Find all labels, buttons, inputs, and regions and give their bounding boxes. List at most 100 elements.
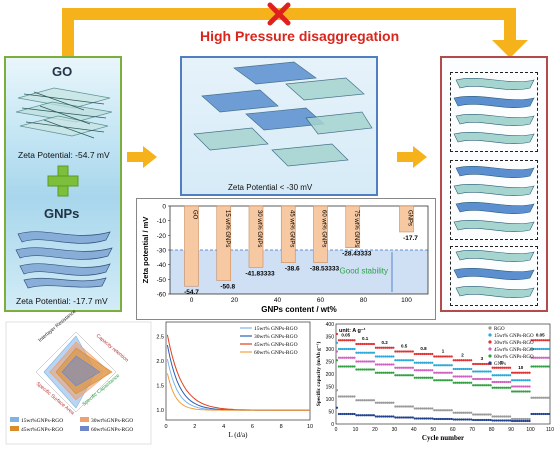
rate-point bbox=[363, 351, 366, 354]
rate-point bbox=[374, 346, 377, 349]
rate-point bbox=[522, 419, 525, 423]
rate-point bbox=[528, 371, 531, 374]
rate-point bbox=[345, 339, 348, 342]
rate-point bbox=[353, 395, 356, 398]
rate-point bbox=[542, 356, 545, 359]
rate-point bbox=[407, 374, 411, 377]
rate-point bbox=[407, 350, 411, 353]
rate-point bbox=[363, 368, 366, 371]
rate-point bbox=[442, 364, 446, 367]
rate-point bbox=[526, 419, 529, 423]
gnps-sheets bbox=[14, 224, 114, 290]
y-tick-label: 100 bbox=[326, 397, 335, 403]
bar-value-label: -28.43333 bbox=[342, 251, 372, 258]
rate-point bbox=[357, 360, 360, 363]
rate-point bbox=[433, 417, 436, 421]
rate-point bbox=[518, 371, 521, 374]
rate-point bbox=[493, 374, 496, 377]
rate-point bbox=[386, 355, 389, 358]
rate-point bbox=[495, 415, 498, 418]
rate-point bbox=[545, 396, 549, 399]
rate-point bbox=[425, 352, 428, 356]
rate-point bbox=[468, 418, 471, 421]
rate-point bbox=[495, 419, 498, 422]
rate-point bbox=[355, 368, 358, 371]
rate-point bbox=[431, 369, 434, 372]
rate-point bbox=[468, 367, 471, 371]
rate-point bbox=[433, 409, 436, 412]
x-tick-label: 100 bbox=[401, 297, 412, 304]
rate-point bbox=[367, 414, 370, 417]
rate-point bbox=[392, 371, 395, 374]
rate-point bbox=[516, 390, 519, 393]
rate-point bbox=[378, 415, 381, 418]
rate-point bbox=[479, 377, 483, 381]
rate-point bbox=[347, 356, 350, 359]
rate-point bbox=[421, 407, 424, 410]
rate-point bbox=[390, 355, 393, 358]
rate-point bbox=[359, 342, 362, 346]
rate-point bbox=[421, 352, 424, 356]
rate-point bbox=[400, 350, 403, 353]
rate-point bbox=[359, 368, 362, 371]
rate-point bbox=[466, 375, 469, 378]
rate-point bbox=[367, 360, 370, 363]
x-axis-title: Cycle number bbox=[422, 434, 464, 442]
rate-point bbox=[524, 371, 527, 374]
y-tick-label: 1.5 bbox=[156, 384, 164, 390]
rate-point bbox=[390, 371, 393, 374]
y-tick-label: 2.5 bbox=[156, 335, 164, 341]
go-label: GO bbox=[52, 64, 73, 79]
rate-point bbox=[343, 395, 346, 398]
rate-point bbox=[487, 377, 490, 381]
rate-point bbox=[440, 364, 444, 367]
rate-point bbox=[425, 376, 428, 379]
rate-point bbox=[505, 366, 508, 369]
rate-point bbox=[367, 399, 370, 402]
rate-point bbox=[365, 368, 368, 371]
rate-point bbox=[526, 379, 529, 382]
rate-point bbox=[514, 385, 518, 388]
y-tick-label: 400 bbox=[326, 322, 335, 328]
rate-point bbox=[446, 417, 449, 421]
rate-point bbox=[466, 411, 469, 414]
rate-point bbox=[351, 347, 354, 351]
rate-point bbox=[452, 381, 455, 384]
rate-point bbox=[429, 361, 432, 364]
x-tick-label: 10 bbox=[353, 427, 359, 433]
rate-point bbox=[489, 413, 492, 416]
rate-point bbox=[530, 347, 533, 351]
rate-point bbox=[489, 370, 492, 373]
rate-point bbox=[481, 418, 484, 422]
rate-point bbox=[442, 355, 446, 358]
rate-point bbox=[438, 355, 442, 358]
rate-point bbox=[470, 418, 473, 421]
rate-point bbox=[503, 374, 506, 377]
rate-point bbox=[335, 406, 339, 409]
rate-point bbox=[392, 401, 395, 404]
x-tick-label: 30 bbox=[392, 427, 398, 433]
rate-point bbox=[470, 375, 473, 378]
rate-point bbox=[545, 365, 549, 368]
rate-point bbox=[431, 407, 434, 410]
legend-label: 45wt% GNPs-RGO bbox=[494, 348, 534, 353]
rate-point bbox=[403, 374, 407, 377]
rate-point bbox=[394, 350, 397, 353]
rate-point bbox=[402, 359, 405, 362]
rate-point bbox=[419, 361, 422, 364]
rate-point bbox=[425, 417, 428, 420]
rate-point bbox=[396, 366, 399, 369]
rate-point bbox=[534, 339, 537, 342]
x-axis-title: L (d/a) bbox=[229, 431, 249, 439]
rate-point bbox=[460, 367, 463, 371]
rate-point bbox=[372, 342, 376, 346]
rate-point bbox=[368, 342, 372, 346]
rate-point bbox=[378, 363, 381, 366]
rate-point bbox=[526, 390, 529, 393]
rate-point bbox=[538, 356, 541, 359]
rate-point bbox=[462, 359, 465, 362]
rate-point bbox=[464, 411, 467, 414]
rate-point bbox=[361, 342, 364, 346]
arrow-right-icon bbox=[127, 146, 157, 168]
dispersed-sheets bbox=[186, 60, 373, 178]
